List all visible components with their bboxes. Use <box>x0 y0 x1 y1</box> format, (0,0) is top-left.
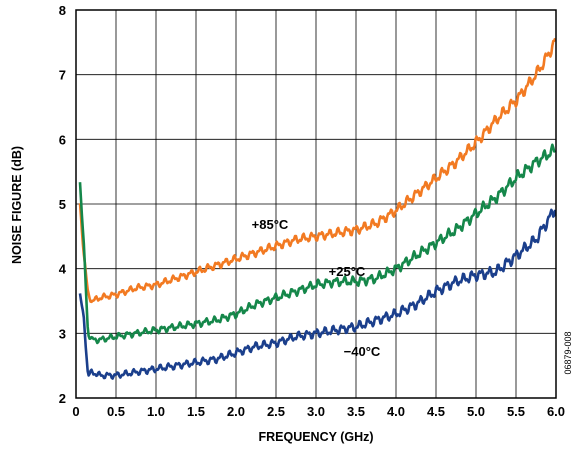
series-line <box>78 208 557 380</box>
x-tick-label: 3.5 <box>347 404 365 419</box>
series-line <box>78 37 557 304</box>
y-tick-label: 8 <box>59 3 66 18</box>
x-tick-label: 0.5 <box>107 404 125 419</box>
y-axis-title: NOISE FIGURE (dB) <box>10 146 24 264</box>
y-tick-labels: 2 3 4 5 6 7 8 <box>59 3 67 406</box>
x-tick-label: 2.0 <box>227 404 245 419</box>
x-tick-labels: 0 0.5 1.0 1.5 2.0 2.5 3.0 3.5 4.0 4.5 5.0 5.5 6.0 <box>72 404 565 419</box>
plot-frame <box>75 9 557 399</box>
x-tick-label: 5.0 <box>467 404 485 419</box>
x-tick-label: 4.0 <box>387 404 405 419</box>
series-label-25c: +25°C <box>329 264 366 279</box>
y-tick-label: 5 <box>59 197 66 212</box>
y-tick-label: 3 <box>59 326 66 341</box>
y-tick-label: 2 <box>59 391 66 406</box>
x-axis-title: FREQUENCY (GHz) <box>258 430 373 444</box>
series-label-85c: +85°C <box>252 217 289 232</box>
series-group <box>78 37 557 380</box>
x-tick-label: 2.5 <box>267 404 285 419</box>
x-tick-label: 1.5 <box>187 404 205 419</box>
y-tick-label: 4 <box>59 262 67 277</box>
x-tick-label: 4.5 <box>427 404 445 419</box>
x-tick-label: 3.0 <box>307 404 325 419</box>
series-line <box>78 143 556 345</box>
x-tick-label: 6.0 <box>547 404 565 419</box>
x-tick-label: 0 <box>72 404 79 419</box>
y-tick-label: 7 <box>59 68 66 83</box>
x-tick-label: 1.0 <box>147 404 165 419</box>
figure-id: 06879-008 <box>563 331 573 374</box>
series-label-minus40c: −40°C <box>344 344 381 359</box>
y-tick-label: 6 <box>59 132 66 147</box>
x-tick-label: 5.5 <box>507 404 525 419</box>
